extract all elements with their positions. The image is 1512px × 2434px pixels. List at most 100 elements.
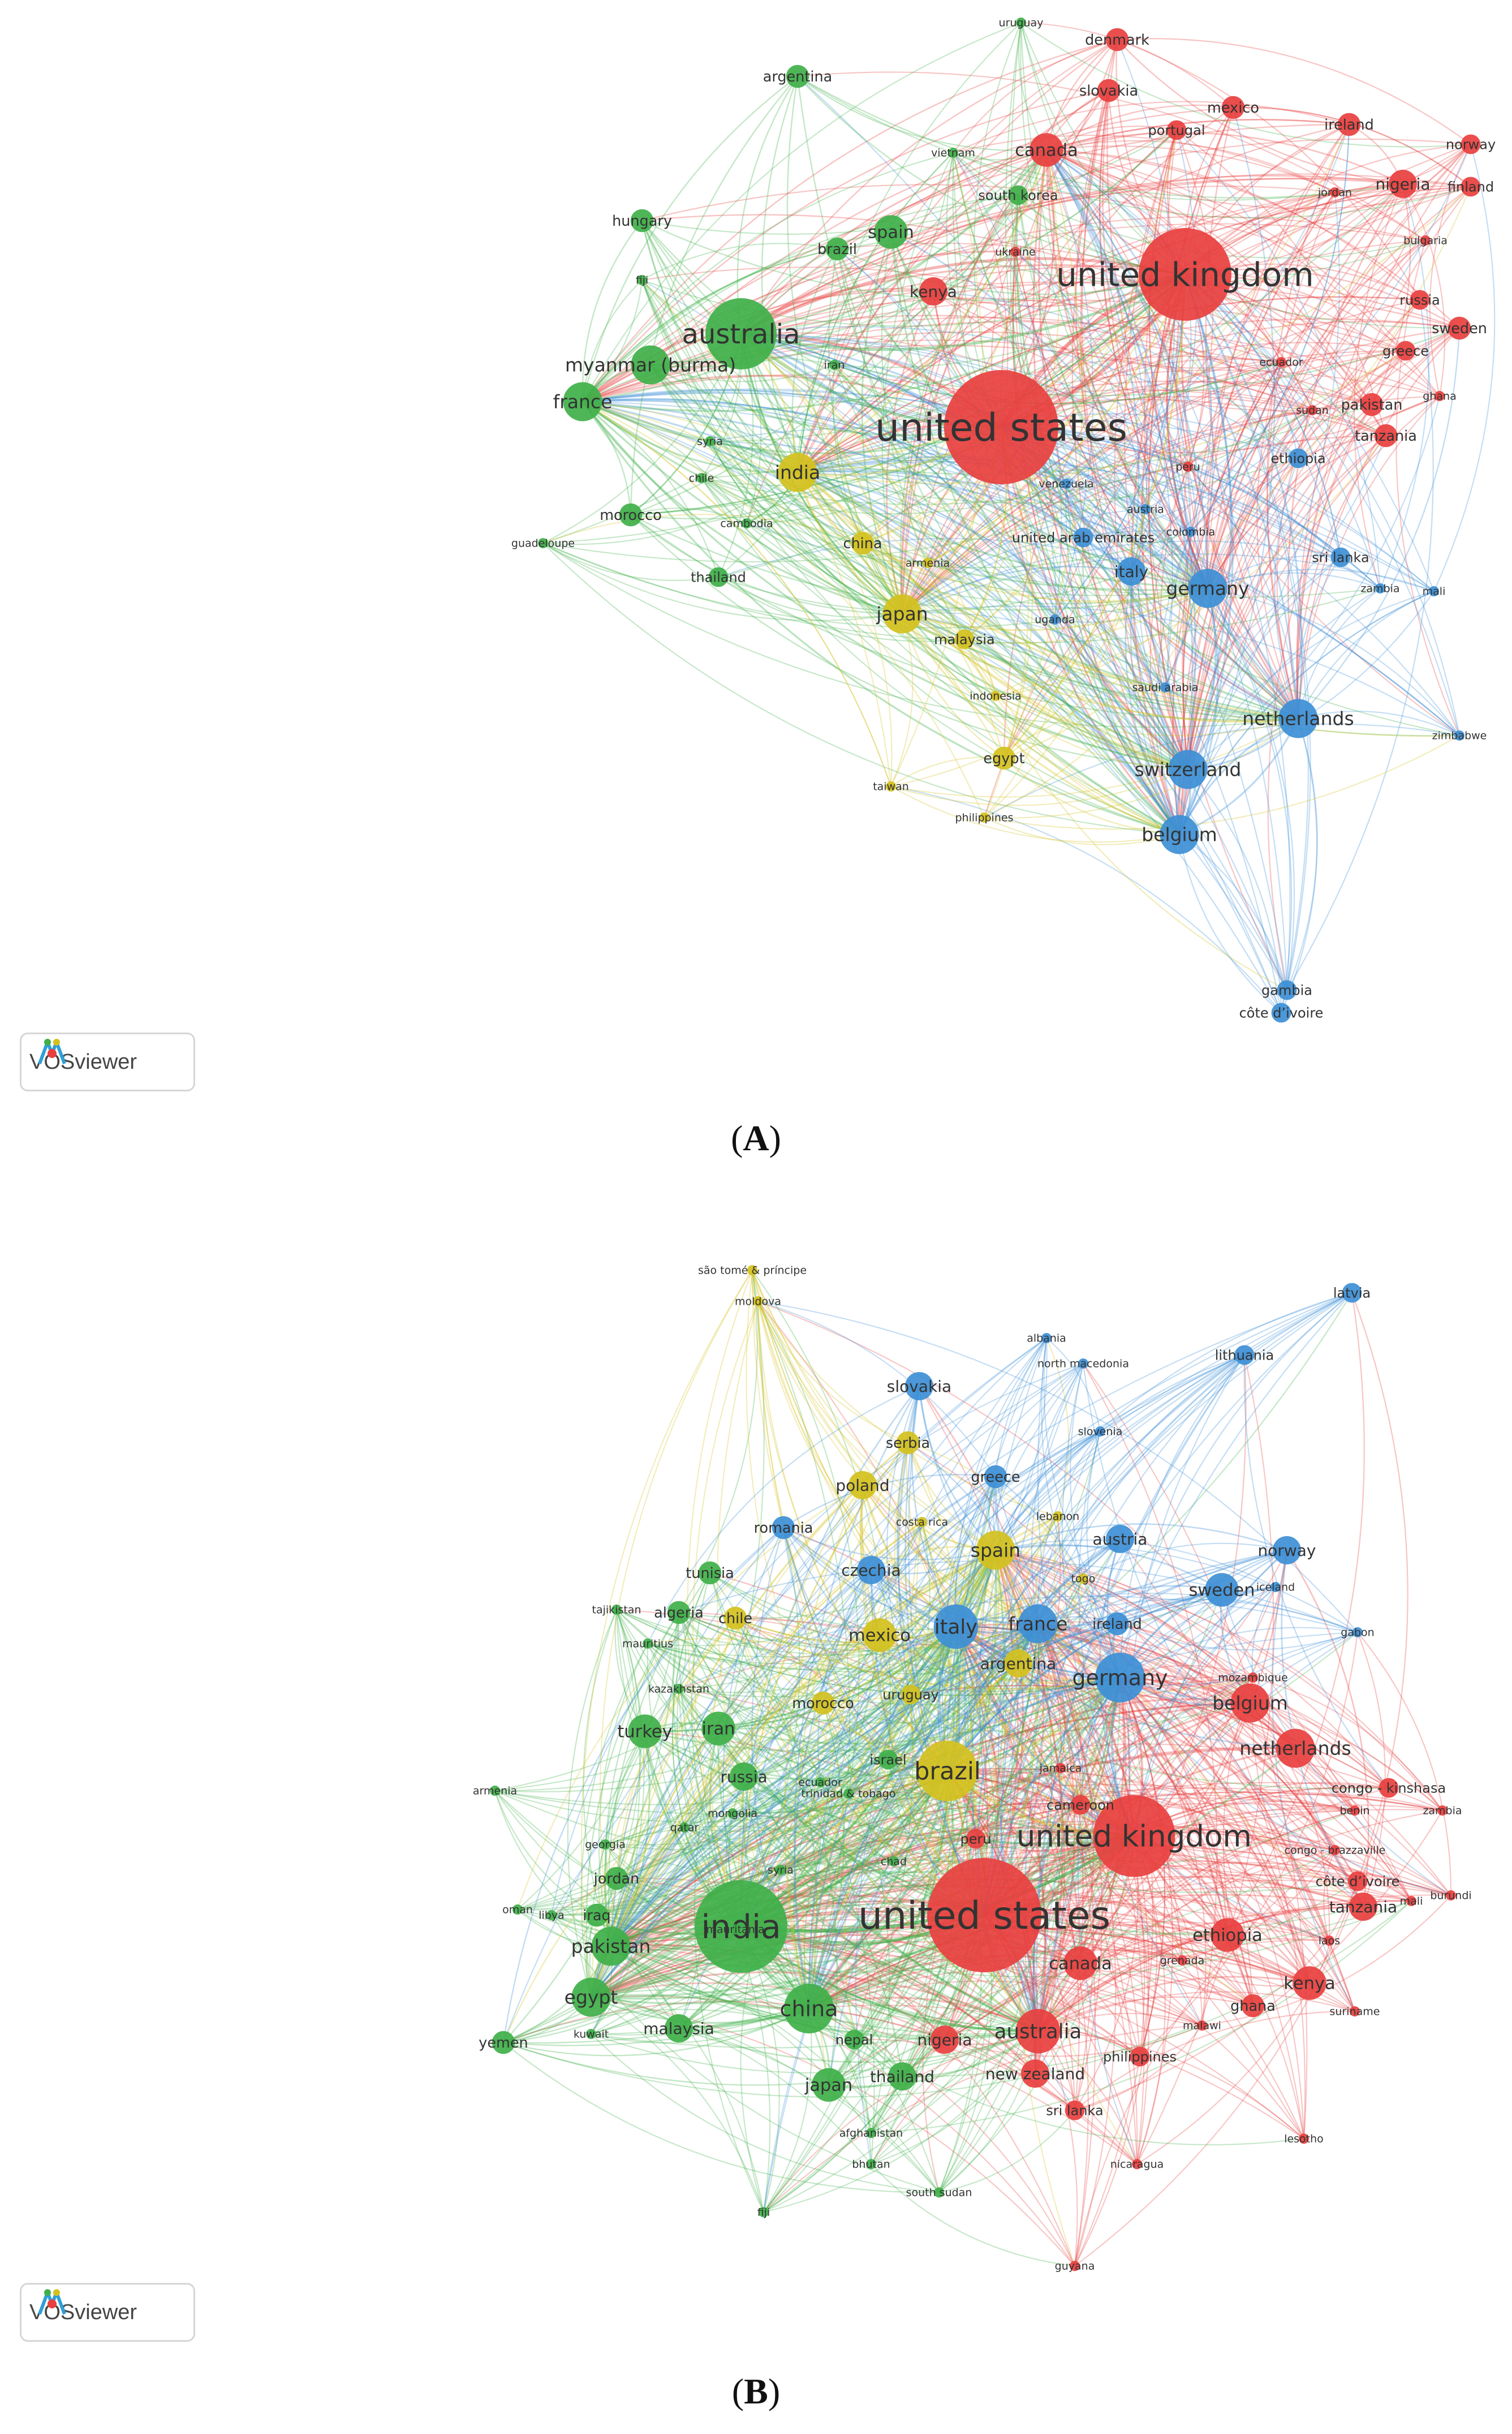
edge	[590, 1549, 996, 1998]
edge	[647, 1643, 1039, 2032]
edge	[1119, 1676, 1364, 1907]
edge	[644, 1730, 1253, 2006]
edge	[610, 1813, 733, 1947]
edge	[1178, 328, 1460, 835]
edge	[1183, 192, 1336, 770]
edge	[746, 522, 1180, 835]
edge	[740, 1925, 1036, 2074]
edge	[1119, 1674, 1251, 1704]
edge	[610, 1878, 1330, 1947]
edge	[808, 1809, 1355, 2009]
label-slovakia: slovakia	[1079, 83, 1138, 100]
edge	[687, 1270, 753, 1927]
edge	[944, 1677, 1121, 2040]
node-malaysia	[665, 2014, 693, 2042]
edge	[947, 1676, 1121, 1772]
edge	[678, 1612, 1140, 2058]
edge	[946, 1363, 1084, 1771]
edge	[902, 587, 1208, 631]
node-fiji	[637, 275, 647, 285]
label-malawi: malawi	[1183, 2020, 1221, 2032]
edge	[1119, 1354, 1245, 1678]
edge	[678, 1612, 948, 1772]
edge	[740, 1431, 1101, 1927]
edge	[1065, 483, 1188, 770]
label-norway: norway	[1446, 136, 1496, 152]
label-zambia: zambia	[1360, 583, 1399, 595]
vosviewer-badge-a: VOSviewer	[20, 1033, 195, 1091]
edge	[1060, 1768, 1135, 1837]
edge	[893, 1677, 1121, 1862]
edge	[938, 1770, 982, 2193]
edge	[854, 1677, 1121, 2040]
edge	[1020, 22, 1471, 148]
edge	[582, 248, 838, 402]
vosviewer-logo-icon	[38, 1039, 66, 1065]
edge	[902, 361, 1282, 614]
edge	[1015, 251, 1147, 510]
edge	[1046, 1338, 1101, 1432]
edge	[582, 401, 891, 787]
edge	[820, 1476, 997, 1783]
edge	[984, 1804, 1443, 1916]
node-latvia	[1342, 1283, 1362, 1303]
edge	[1178, 834, 1282, 1013]
edge	[596, 1784, 1355, 1916]
edge	[610, 1618, 736, 1947]
edge	[1000, 1623, 1039, 2032]
edge	[718, 1727, 948, 1777]
edge	[692, 1301, 759, 1927]
edge	[582, 152, 954, 402]
edge	[1046, 145, 1426, 241]
edge	[740, 1925, 1140, 2057]
edge	[955, 1363, 1084, 1627]
edge	[763, 1915, 985, 2213]
label-switzerland: switzerland	[1135, 759, 1242, 781]
edge	[1187, 350, 1406, 467]
edge	[757, 1301, 908, 1443]
edge	[796, 472, 1188, 771]
edge	[596, 1915, 1039, 2035]
edge	[938, 1835, 1135, 2193]
edge	[1014, 251, 1188, 770]
edge	[604, 1612, 680, 1947]
edge	[740, 1926, 780, 2213]
label-ethiopia: ethiopia	[1192, 1926, 1263, 1946]
edge	[1045, 149, 1196, 770]
edge	[1046, 149, 1373, 405]
edge	[1001, 426, 1299, 719]
edge	[763, 1694, 914, 2213]
edge	[1280, 718, 1318, 1013]
edge	[1079, 1677, 1131, 1964]
label-cambodia: cambodia	[720, 518, 773, 530]
edge	[1184, 274, 1311, 991]
edge	[780, 1578, 1084, 1870]
edge	[941, 1338, 1047, 1771]
node-slovakia	[905, 1372, 933, 1400]
edge	[1003, 588, 1209, 759]
edge	[828, 248, 903, 614]
edge	[740, 1442, 908, 1927]
edge	[983, 1804, 1081, 1916]
edge	[743, 1775, 1135, 1849]
edge	[1054, 274, 1186, 620]
edge	[879, 1516, 1058, 1636]
edge	[1037, 1586, 1276, 2032]
label-ireland: ireland	[1324, 117, 1374, 134]
node-uganda	[1050, 614, 1060, 625]
edge	[871, 1569, 1330, 1941]
edge	[591, 1928, 736, 2035]
edge	[582, 401, 747, 524]
label-pakistan: pakistan	[571, 1936, 651, 1958]
label-mongolia: mongolia	[708, 1808, 757, 1820]
label-hungary: hungary	[612, 213, 672, 230]
edge	[718, 1623, 1039, 1730]
node-jamaica	[1056, 1763, 1066, 1773]
edge	[955, 1625, 1412, 1902]
edge	[946, 1676, 1121, 1772]
edge	[1066, 350, 1406, 484]
label-canada: canada	[1049, 1954, 1112, 1974]
edge	[897, 1442, 976, 1839]
edge	[797, 191, 1336, 473]
